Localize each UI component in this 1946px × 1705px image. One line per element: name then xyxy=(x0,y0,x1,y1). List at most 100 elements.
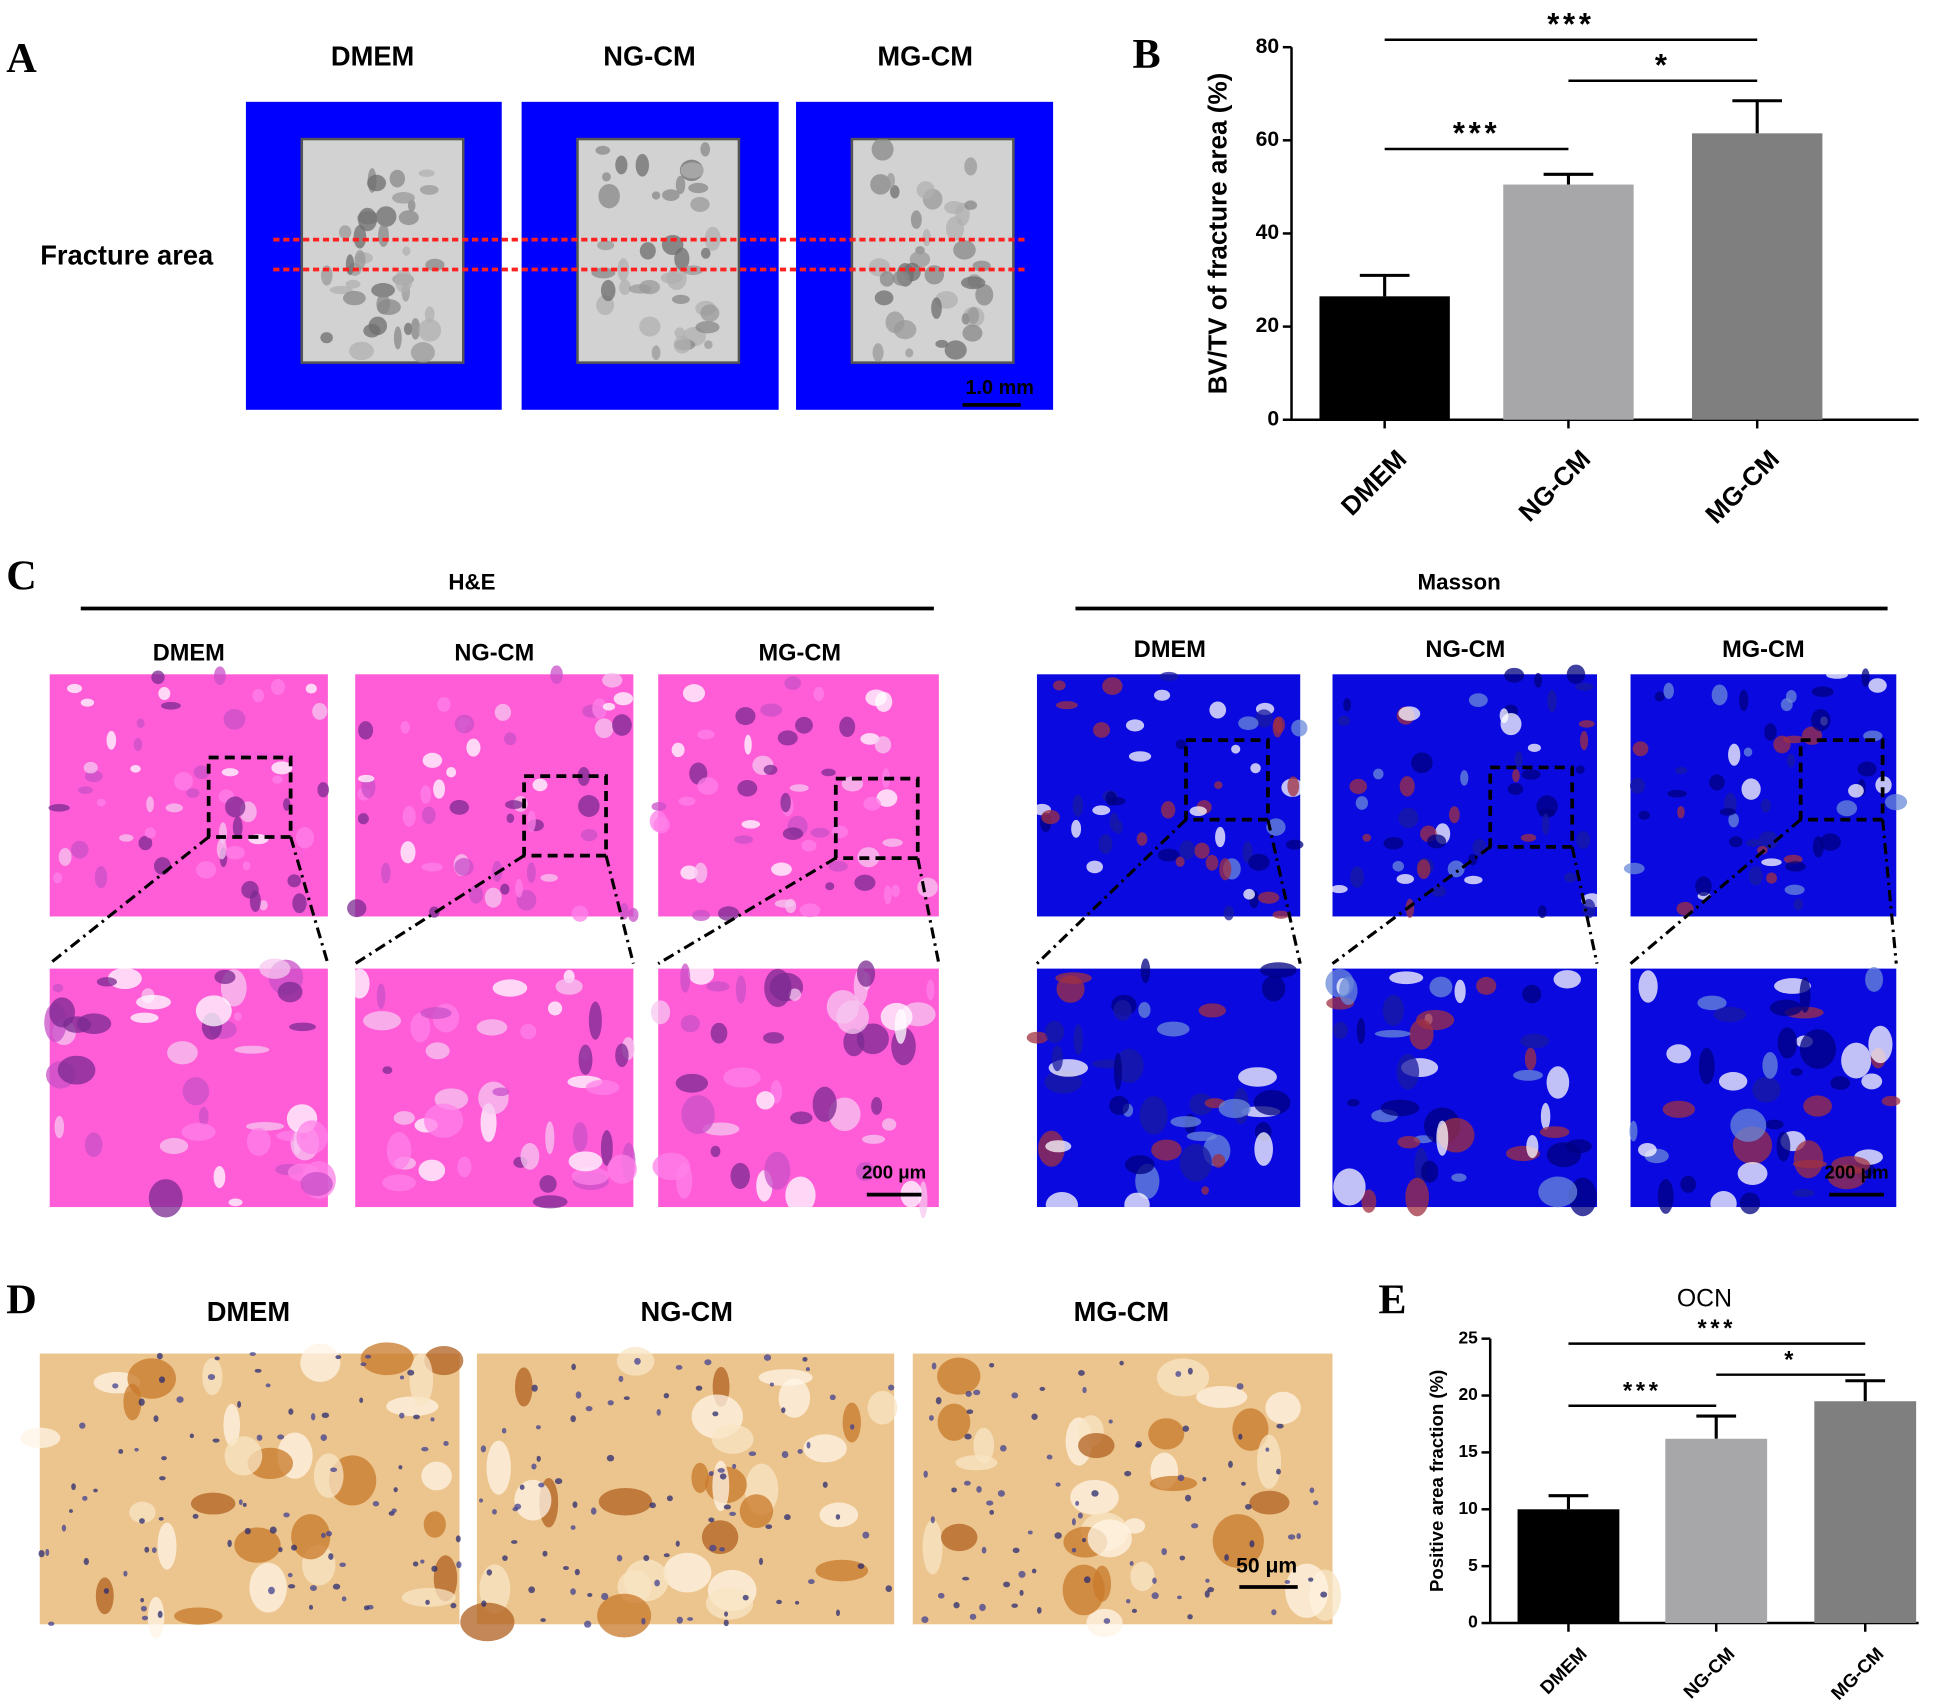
texture xyxy=(1520,1033,1549,1049)
texture xyxy=(922,228,931,247)
texture xyxy=(1113,1000,1132,1021)
texture xyxy=(1675,766,1688,775)
texture xyxy=(822,1481,828,1488)
texture xyxy=(1848,784,1864,798)
texture xyxy=(836,1000,869,1035)
texture xyxy=(821,768,836,777)
texture xyxy=(357,813,369,825)
zoom-box xyxy=(1488,765,1575,849)
texture xyxy=(1819,833,1841,851)
texture xyxy=(1082,1386,1087,1394)
texture xyxy=(1565,1139,1592,1154)
y-tick-label: 10 xyxy=(1458,1498,1477,1518)
texture xyxy=(252,688,265,703)
texture xyxy=(403,322,413,335)
texture xyxy=(536,1455,541,1462)
texture xyxy=(161,1456,167,1461)
texture xyxy=(1830,1076,1851,1090)
texture xyxy=(232,816,243,838)
texture xyxy=(1285,1563,1329,1618)
texture xyxy=(542,1550,548,1557)
texture xyxy=(347,899,367,918)
texture xyxy=(801,839,817,852)
texture xyxy=(291,1514,331,1560)
texture xyxy=(421,1461,452,1491)
texture xyxy=(724,1611,728,1617)
texture xyxy=(1204,1590,1210,1598)
texture xyxy=(717,906,740,921)
texture xyxy=(198,1106,209,1126)
texture xyxy=(763,764,778,775)
texture xyxy=(332,1583,341,1590)
texture xyxy=(401,1588,456,1607)
image-background xyxy=(912,1353,1333,1625)
texture xyxy=(1184,1494,1192,1502)
texture xyxy=(61,1524,67,1532)
texture xyxy=(165,803,183,813)
texture xyxy=(712,1460,730,1512)
texture xyxy=(723,1619,729,1627)
texture xyxy=(1522,984,1542,1004)
texture xyxy=(329,285,353,295)
texture xyxy=(563,1566,569,1571)
texture xyxy=(246,1127,271,1156)
texture xyxy=(756,1091,775,1110)
texture xyxy=(607,1400,614,1406)
texture xyxy=(1125,1155,1155,1175)
texture xyxy=(139,1518,145,1524)
texture xyxy=(335,1355,342,1360)
texture xyxy=(214,1356,220,1361)
texture xyxy=(618,1375,624,1383)
texture xyxy=(1011,1392,1019,1399)
texture xyxy=(571,1363,576,1371)
texture xyxy=(1512,769,1520,783)
texture xyxy=(1077,1512,1083,1519)
texture xyxy=(1841,1042,1872,1079)
histology-image xyxy=(650,960,939,1219)
texture xyxy=(182,1077,210,1106)
texture xyxy=(1737,1161,1768,1185)
texture xyxy=(418,169,435,178)
texture xyxy=(1729,836,1743,848)
texture xyxy=(710,1022,728,1044)
texture xyxy=(423,1103,464,1138)
error-bar xyxy=(1696,1414,1737,1439)
texture xyxy=(662,189,680,202)
texture xyxy=(929,1415,934,1421)
texture xyxy=(424,306,435,323)
texture xyxy=(965,1390,972,1397)
texture xyxy=(1056,975,1085,1003)
texture xyxy=(225,796,246,818)
texture xyxy=(963,1480,971,1486)
image-background xyxy=(39,1353,460,1625)
texture xyxy=(781,1407,786,1414)
zoom-line xyxy=(657,856,837,965)
texture xyxy=(1053,680,1066,691)
texture xyxy=(481,1600,487,1607)
texture xyxy=(535,1425,541,1430)
texture xyxy=(815,1559,869,1582)
texture xyxy=(1189,806,1207,817)
texture xyxy=(1313,1500,1319,1506)
texture xyxy=(675,175,686,195)
texture xyxy=(1039,1386,1046,1391)
texture xyxy=(418,318,442,342)
texture xyxy=(872,343,884,362)
texture xyxy=(93,1488,98,1493)
texture xyxy=(1576,830,1590,849)
texture xyxy=(712,1411,719,1417)
texture xyxy=(1739,689,1749,712)
texture xyxy=(1031,1568,1037,1574)
texture xyxy=(953,1602,960,1609)
texture xyxy=(1836,800,1858,817)
x-tick-label: DMEM xyxy=(1335,444,1413,522)
texture xyxy=(259,900,268,911)
texture xyxy=(1026,1031,1049,1044)
texture xyxy=(602,702,616,711)
texture xyxy=(1092,805,1111,816)
texture xyxy=(1680,1175,1696,1193)
texture xyxy=(393,326,402,350)
texture xyxy=(1113,1052,1122,1091)
texture xyxy=(317,782,329,798)
texture xyxy=(1398,706,1421,721)
